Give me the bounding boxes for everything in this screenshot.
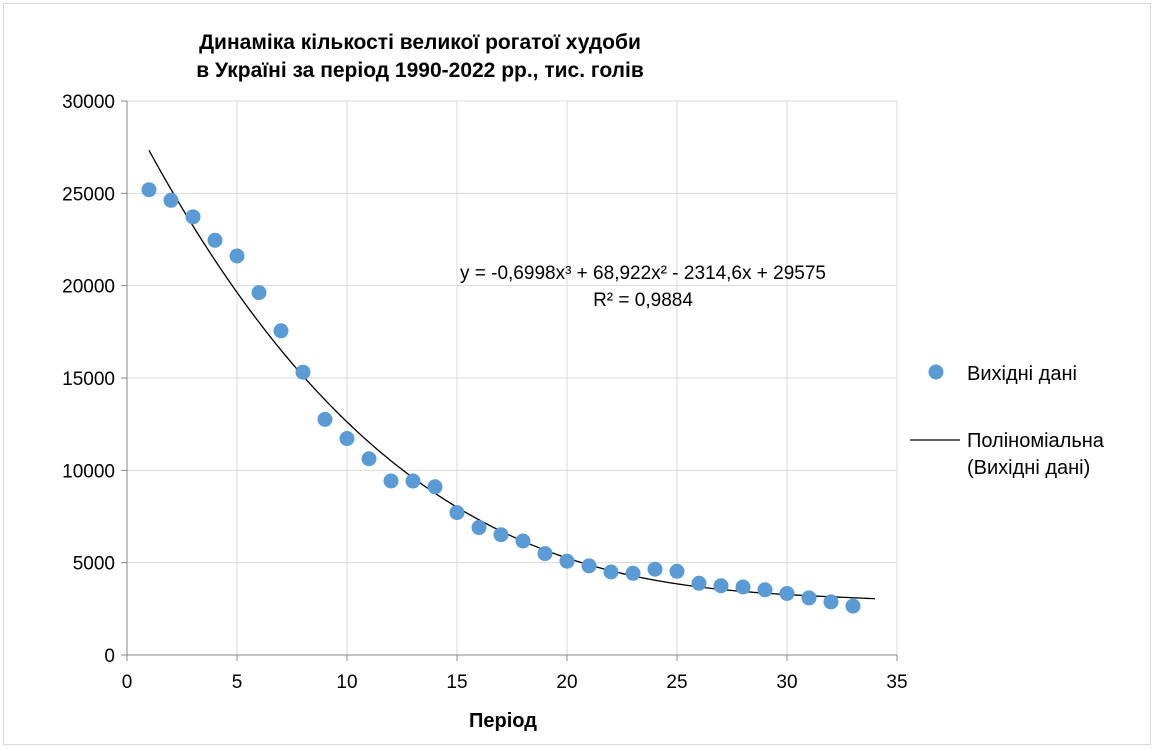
data-point <box>581 558 597 574</box>
grid <box>126 100 898 656</box>
data-point <box>515 533 531 549</box>
data-point <box>757 582 773 598</box>
data-point <box>185 209 201 225</box>
data-point <box>405 473 421 489</box>
y-tick-label: 20000 <box>62 277 115 298</box>
x-tick-label: 30 <box>776 672 797 693</box>
x-tick-label: 15 <box>446 672 467 693</box>
trendline-r-squared: R² = 0,9884 <box>593 290 693 311</box>
data-point <box>559 553 575 569</box>
data-point <box>339 431 355 447</box>
data-point <box>779 585 795 601</box>
x-axis-title: Період <box>469 710 537 732</box>
data-point <box>229 248 245 264</box>
x-tick-label: 0 <box>122 672 133 693</box>
data-point <box>669 563 685 579</box>
legend-label-trendline-line-1: Поліноміальна <box>967 430 1105 452</box>
data-point <box>361 451 377 467</box>
axes: 0 5 10 15 20 25 30 35 0 5000 10000 15000 20000 25000 3… <box>62 92 907 693</box>
data-point <box>383 473 399 489</box>
data-point <box>823 594 839 610</box>
data-point <box>449 505 465 521</box>
data-point <box>713 578 729 594</box>
data-point <box>647 561 663 577</box>
x-tick-label: 5 <box>232 672 243 693</box>
data-point <box>537 546 553 562</box>
trendline-equation: y = -0,6998x³ + 68,922x² - 2314,6x + 295… <box>460 263 826 284</box>
data-points <box>141 182 861 614</box>
data-point <box>141 182 157 198</box>
data-point <box>251 285 267 301</box>
data-point <box>295 364 311 380</box>
legend: Вихідні дані Поліноміальна (Вихідні дані… <box>910 363 1105 479</box>
data-point <box>691 575 707 591</box>
y-tick-label: 10000 <box>62 461 115 482</box>
legend-marker-scatter <box>928 364 944 380</box>
data-point <box>735 579 751 595</box>
y-tick-label: 25000 <box>62 184 115 205</box>
y-tick-label: 0 <box>104 646 115 667</box>
y-tick-label: 5000 <box>73 554 115 575</box>
x-tick-label: 35 <box>886 672 907 693</box>
data-point <box>801 590 817 606</box>
data-point <box>427 479 443 495</box>
data-point <box>471 520 487 536</box>
data-point <box>625 565 641 581</box>
legend-label-scatter: Вихідні дані <box>967 363 1077 385</box>
x-tick-label: 10 <box>336 672 357 693</box>
data-point <box>845 598 861 614</box>
data-point <box>273 323 289 339</box>
data-point <box>317 411 333 427</box>
legend-label-trendline-line-2: (Вихідні дані) <box>967 457 1090 479</box>
x-tick-label: 25 <box>666 672 687 693</box>
trendline-layer <box>148 150 876 600</box>
data-point <box>163 192 179 208</box>
chart-title-line-2: в Україні за період 1990-2022 рр., тис. … <box>196 59 644 82</box>
x-tick-label: 20 <box>556 672 577 693</box>
chart-area <box>3 3 1151 745</box>
data-point <box>603 564 619 580</box>
trendline-curve <box>148 150 876 600</box>
chart-title-line-1: Динаміка кількості великої рогатої худоб… <box>199 31 641 54</box>
y-tick-label: 30000 <box>62 92 115 113</box>
data-point <box>493 527 509 543</box>
data-point <box>207 232 223 248</box>
y-tick-label: 15000 <box>62 369 115 390</box>
